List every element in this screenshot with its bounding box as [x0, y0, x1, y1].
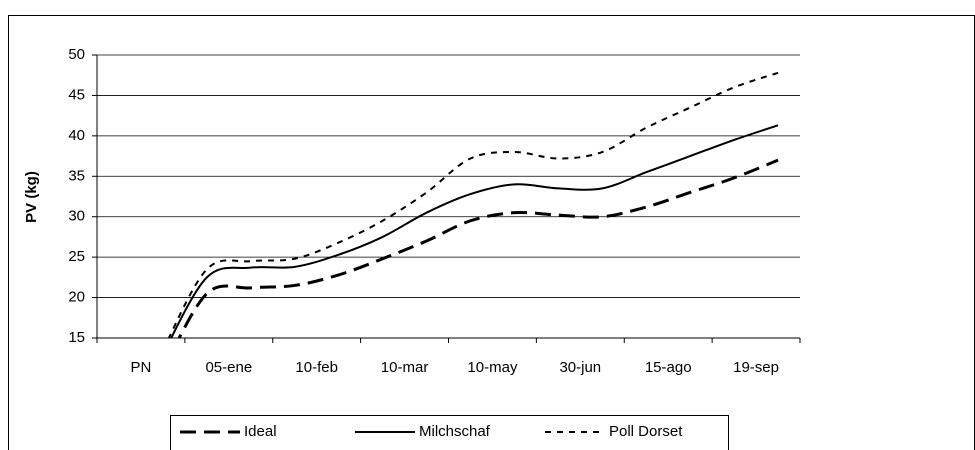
series-line — [170, 124, 779, 338]
legend: Ideal Milchschaf Poll Dorset — [170, 415, 729, 450]
x-tick-label: 19-sep — [733, 359, 779, 376]
y-tick-label: 35 — [68, 167, 85, 184]
legend-label: Milchschaf — [419, 423, 491, 440]
y-tick-label: 45 — [68, 86, 85, 103]
y-axis-label: PV (kg) — [23, 171, 40, 223]
x-tick-label: 10-mar — [381, 359, 429, 376]
y-tick-label: 40 — [68, 127, 85, 144]
y-tick-label: 20 — [68, 289, 85, 306]
x-tick-label: 15-ago — [645, 359, 692, 376]
y-tick-label: 15 — [68, 329, 85, 346]
y-tick-label: 50 — [68, 46, 85, 63]
chart-frame — [8, 15, 975, 450]
x-tick-label: 05-ene — [205, 359, 252, 376]
legend-box — [170, 415, 729, 450]
axes: 15 20 25 30 35 40 45 50 PN 05-ene 10-feb 10-mar 10-m… — [68, 46, 801, 376]
y-tick-label: 25 — [68, 248, 85, 265]
legend-label: Ideal — [244, 423, 277, 440]
x-tick-label: 10-may — [467, 359, 518, 376]
x-tick-label: PN — [131, 359, 152, 376]
series-line — [167, 71, 779, 338]
grid — [97, 54, 800, 339]
x-tick-label: 30-jun — [559, 359, 601, 376]
x-tick-label: 10-feb — [295, 359, 338, 376]
series-line — [177, 158, 779, 338]
legend-label: Poll Dorset — [609, 423, 683, 440]
y-tick-label: 30 — [68, 208, 85, 225]
plot — [167, 71, 779, 338]
